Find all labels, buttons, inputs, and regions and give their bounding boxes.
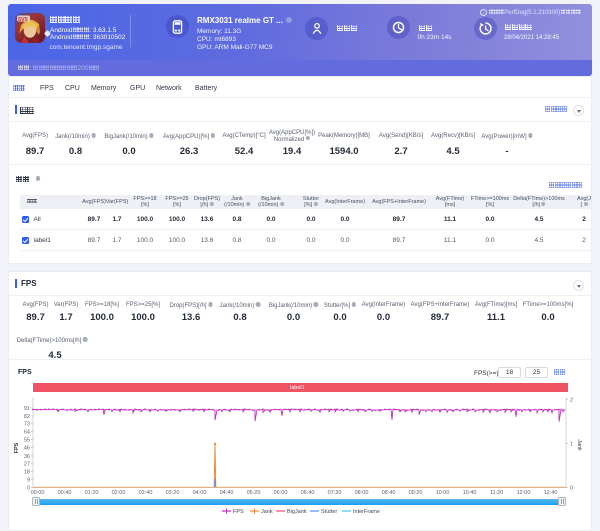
svg-text:BigJank: BigJank xyxy=(287,509,307,515)
svg-text:FPS: FPS xyxy=(233,509,244,515)
svg-text:06:40: 06:40 xyxy=(301,490,315,496)
svg-text:27: 27 xyxy=(24,462,30,468)
svg-text:11:20: 11:20 xyxy=(490,490,503,496)
svg-text:9: 9 xyxy=(27,478,30,484)
svg-text:00:40: 00:40 xyxy=(58,490,72,496)
svg-text:12:40: 12:40 xyxy=(544,490,558,496)
svg-text:08:40: 08:40 xyxy=(382,490,396,496)
svg-text:64: 64 xyxy=(24,430,30,436)
svg-text:07:20: 07:20 xyxy=(328,490,342,496)
svg-text:55: 55 xyxy=(24,438,30,444)
svg-text:08:00: 08:00 xyxy=(355,490,369,496)
svg-text:2: 2 xyxy=(570,398,573,404)
svg-text:1: 1 xyxy=(570,442,573,448)
svg-text:09:20: 09:20 xyxy=(409,490,423,496)
svg-text:5V5: 5V5 xyxy=(18,17,28,23)
svg-text:04:00: 04:00 xyxy=(193,490,207,496)
svg-text:04:40: 04:40 xyxy=(220,490,234,496)
svg-text:06:00: 06:00 xyxy=(274,490,288,496)
svg-text:10:00: 10:00 xyxy=(436,490,450,496)
svg-text:05:20: 05:20 xyxy=(247,490,261,496)
svg-text:73: 73 xyxy=(24,422,30,428)
svg-text:FPS: FPS xyxy=(14,442,20,453)
svg-text:46: 46 xyxy=(24,445,30,451)
svg-text:Jank: Jank xyxy=(261,509,273,515)
svg-text:0: 0 xyxy=(570,485,573,491)
svg-text:02:00: 02:00 xyxy=(112,490,126,496)
svg-text:82: 82 xyxy=(24,414,30,420)
svg-text:00:00: 00:00 xyxy=(31,490,45,496)
svg-text:Jank: Jank xyxy=(576,439,582,451)
svg-text:InterFrame: InterFrame xyxy=(353,509,380,515)
svg-text:91: 91 xyxy=(24,406,30,412)
svg-text:02:40: 02:40 xyxy=(139,490,153,496)
svg-text:01:20: 01:20 xyxy=(85,490,99,496)
svg-text:0: 0 xyxy=(27,485,30,491)
svg-text:Stutter: Stutter xyxy=(321,509,337,515)
svg-text:03:20: 03:20 xyxy=(166,490,180,496)
svg-text:18: 18 xyxy=(24,470,30,476)
svg-text:10:40: 10:40 xyxy=(463,490,477,496)
svg-text:12:00: 12:00 xyxy=(517,490,531,496)
svg-text:36: 36 xyxy=(24,454,30,460)
